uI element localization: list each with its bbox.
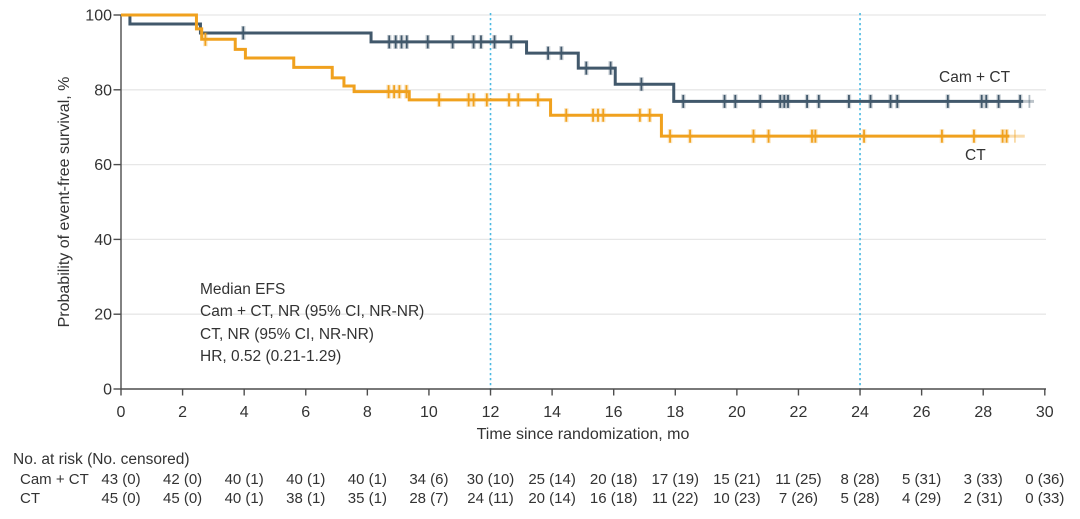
risk-value: 8 (28)	[840, 471, 880, 488]
y-tick-label: 0	[103, 382, 112, 399]
risk-value: 24 (11)	[467, 490, 514, 507]
x-tick-label: 16	[605, 404, 623, 421]
risk-value: 30 (10)	[466, 471, 515, 488]
y-tick-label: 80	[94, 82, 112, 99]
risk-value: 40 (1)	[224, 490, 264, 507]
risk-value: 17 (19)	[651, 471, 700, 488]
risk-value: 45 (0)	[162, 490, 203, 507]
annotation-line: HR, 0.52 (0.21-1.29)	[200, 348, 342, 366]
y-tick-label: 40	[94, 232, 112, 249]
risk-value: 2 (31)	[963, 490, 1003, 507]
median-efs-annotation: Median EFS Cam + CT, NR (95% CI, NR-NR) …	[200, 279, 424, 369]
risk-value: 40 (1)	[347, 471, 387, 488]
x-tick-label: 22	[790, 404, 808, 421]
y-tick-label: 100	[85, 8, 112, 25]
risk-value: 35 (1)	[347, 490, 387, 507]
x-tick-label: 20	[728, 404, 746, 421]
risk-value: 20 (14)	[528, 490, 576, 507]
risk-table-header: No. at risk (No. censored)	[13, 451, 190, 468]
x-axis-title: Time since randomization, mo	[476, 426, 690, 443]
x-tick-label: 0	[117, 404, 126, 421]
risk-value: 40 (1)	[286, 471, 326, 488]
risk-value: 0 (36)	[1025, 471, 1065, 488]
risk-value: 11 (25)	[775, 471, 822, 488]
series-ct-curve	[121, 13, 1010, 138]
risk-row-label: Cam + CT	[20, 471, 89, 488]
risk-value: 10 (23)	[713, 490, 761, 507]
risk-value: 5 (31)	[902, 471, 942, 488]
risk-row-label: CT	[20, 490, 40, 507]
risk-value: 3 (33)	[963, 471, 1003, 488]
x-tick-label: 18	[666, 404, 684, 421]
risk-row-ct: CT 45 (0) 45 (0) 40 (1) 38 (1) 35 (1) 28 (7) 2…	[0, 490, 1080, 507]
risk-value: 0 (33)	[1025, 490, 1065, 507]
x-tick-label: 14	[543, 404, 561, 421]
x-tick-label: 8	[363, 404, 372, 421]
risk-value: 42 (0)	[162, 471, 203, 488]
curve-label-cam-ct: Cam + CT	[939, 69, 1011, 86]
risk-row-cam-ct: Cam + CT 43 (0) 42 (0) 40 (1) 40 (1) 40 (1) 3…	[0, 471, 1080, 488]
risk-value: 38 (1)	[286, 490, 326, 507]
risk-value: 15 (21)	[713, 471, 761, 488]
x-tick-label: 26	[913, 404, 931, 421]
x-tick-label: 10	[420, 404, 438, 421]
risk-value: 16 (18)	[589, 490, 638, 507]
risk-value: 4 (29)	[902, 490, 942, 507]
y-tick-label: 20	[94, 307, 112, 324]
annotation-line: Median EFS	[200, 281, 286, 298]
risk-value: 5 (28)	[840, 490, 880, 507]
risk-value: 40 (1)	[224, 471, 264, 488]
annotation-line: CT, NR (95% CI, NR-NR)	[200, 325, 374, 343]
curve-label-ct: CT	[965, 147, 986, 164]
risk-value: 25 (14)	[528, 471, 576, 488]
y-tick-label: 60	[94, 157, 112, 174]
x-tick-label: 28	[974, 404, 992, 421]
x-tick-label: 24	[851, 404, 869, 421]
x-tick-label: 30	[1036, 404, 1054, 421]
annotation-line: Cam + CT, NR (95% CI, NR-NR)	[200, 303, 425, 321]
risk-value: 34 (6)	[409, 471, 449, 488]
x-tick-label: 2	[178, 404, 187, 421]
series-cam-ct-curve	[121, 13, 1024, 103]
risk-value: 7 (26)	[778, 490, 819, 507]
risk-value: 43 (0)	[101, 471, 141, 488]
x-tick-label: 4	[240, 404, 249, 421]
x-tick-label: 6	[301, 404, 310, 421]
x-tick-label: 12	[482, 404, 500, 421]
risk-value: 20 (18)	[589, 471, 638, 488]
risk-value: 45 (0)	[101, 490, 141, 507]
y-axis-title: Probability of event-free survival, %	[56, 76, 73, 328]
risk-value: 28 (7)	[409, 490, 449, 507]
risk-value: 11 (22)	[652, 490, 699, 507]
